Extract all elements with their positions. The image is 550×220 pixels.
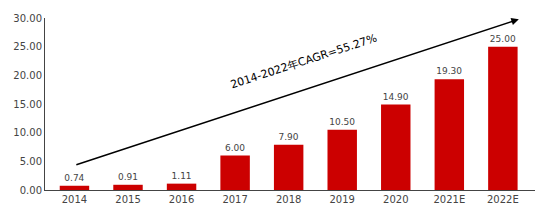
svg-text:2014: 2014 bbox=[62, 194, 87, 205]
svg-text:10.00: 10.00 bbox=[13, 127, 42, 138]
svg-text:0.91: 0.91 bbox=[118, 172, 138, 182]
svg-text:6.00: 6.00 bbox=[225, 143, 245, 153]
svg-text:0.00: 0.00 bbox=[20, 185, 42, 196]
svg-text:19.30: 19.30 bbox=[436, 66, 462, 76]
svg-text:2016: 2016 bbox=[169, 194, 194, 205]
svg-text:25.00: 25.00 bbox=[490, 34, 516, 44]
svg-text:20.00: 20.00 bbox=[13, 70, 42, 81]
svg-text:14.90: 14.90 bbox=[383, 92, 409, 102]
svg-text:2017: 2017 bbox=[222, 194, 247, 205]
svg-text:0.74: 0.74 bbox=[64, 173, 84, 183]
svg-text:2019: 2019 bbox=[329, 194, 354, 205]
svg-text:5.00: 5.00 bbox=[20, 156, 42, 167]
svg-text:2015: 2015 bbox=[115, 194, 140, 205]
svg-text:10.50: 10.50 bbox=[329, 117, 355, 127]
svg-text:2022E: 2022E bbox=[487, 194, 519, 205]
svg-text:1.11: 1.11 bbox=[172, 171, 192, 181]
svg-text:2020: 2020 bbox=[383, 194, 408, 205]
svg-text:15.00: 15.00 bbox=[13, 99, 42, 110]
svg-text:2014-2022年CAGR=55.27%: 2014-2022年CAGR=55.27% bbox=[229, 32, 379, 92]
svg-text:2021E: 2021E bbox=[433, 194, 465, 205]
svg-text:30.00: 30.00 bbox=[13, 13, 42, 24]
svg-text:25.00: 25.00 bbox=[13, 41, 42, 52]
svg-text:2018: 2018 bbox=[276, 194, 301, 205]
svg-text:7.90: 7.90 bbox=[279, 132, 299, 142]
